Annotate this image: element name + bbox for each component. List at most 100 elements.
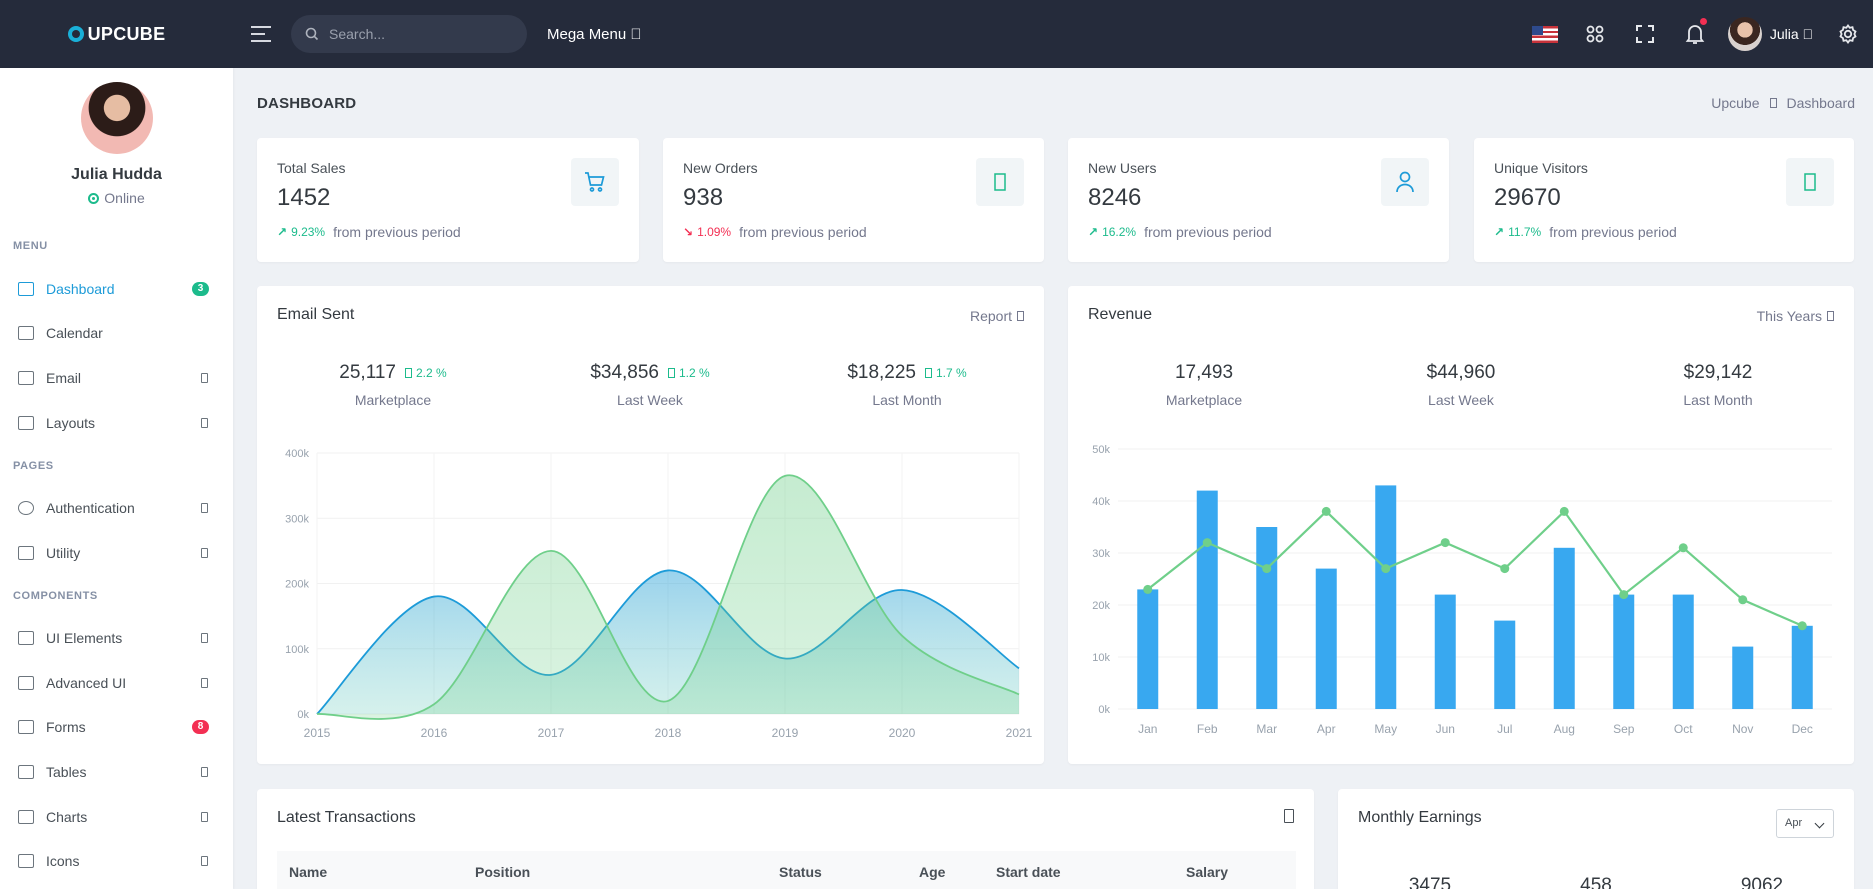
column-name[interactable]: Name <box>289 864 328 880</box>
sidebar-item-advanced-ui[interactable]: Advanced UI <box>0 663 233 703</box>
sidebar-item-label: Advanced UI <box>46 675 127 691</box>
apps-grid-icon <box>1586 25 1604 43</box>
y-tick-label: 30k <box>1092 548 1110 560</box>
column-position[interactable]: Position <box>475 864 531 880</box>
sidebar-item-icons[interactable]: Icons <box>0 841 233 881</box>
sidebar-item-label: Utility <box>46 545 81 561</box>
calendar-icon <box>18 326 34 340</box>
summary-value: $18,225 <box>847 362 916 383</box>
x-tick-label: Jun <box>1436 722 1455 736</box>
y-tick-label: 100k <box>285 644 309 656</box>
arrow-down-right-icon: ↘ <box>683 225 694 239</box>
brand-name: UPCUBE <box>87 23 166 44</box>
settings-button[interactable] <box>1823 0 1873 68</box>
column-status[interactable]: Status <box>779 864 822 880</box>
more-options-icon[interactable] <box>1284 809 1294 823</box>
x-tick-label: 2015 <box>304 726 331 740</box>
forms-badge: 8 <box>192 720 209 734</box>
sidebar-item-charts[interactable]: Charts <box>0 797 233 837</box>
profile-name[interactable]: Julia Hudda <box>71 166 162 183</box>
stat-card-total-sales: Total Sales 1452 ↗ 9.23% from previous pe… <box>257 138 639 262</box>
bar <box>1315 568 1337 709</box>
summary-percent: 2.2 % <box>405 366 447 380</box>
language-button[interactable] <box>1520 0 1570 68</box>
column-salary[interactable]: Salary <box>1186 864 1229 880</box>
profile-avatar[interactable] <box>80 82 153 154</box>
monthly-earnings-card: Monthly Earnings Apr 3475 458 9062 <box>1338 789 1854 889</box>
sidebar-item-utility[interactable]: Utility <box>0 533 233 573</box>
column-age[interactable]: Age <box>919 864 946 880</box>
notifications-button[interactable] <box>1670 0 1720 68</box>
table-header: Name Position Status Age Start date Sala… <box>277 851 1296 889</box>
arrow-up-right-icon: ↗ <box>277 225 288 239</box>
line-point <box>1262 564 1272 574</box>
sidebar-item-label: Forms <box>46 719 86 735</box>
sidebar-item-calendar[interactable]: Calendar <box>0 313 233 353</box>
card-title: Email Sent <box>277 306 355 323</box>
apps-button[interactable] <box>1570 0 1620 68</box>
chevron-icon <box>201 633 208 643</box>
stat-value: 29670 <box>1494 184 1561 211</box>
sidebar-item-forms[interactable]: Forms 8 <box>0 707 233 747</box>
search-box[interactable] <box>291 15 527 53</box>
series-line <box>1147 509 1803 627</box>
bar <box>1613 594 1635 709</box>
stat-card-new-users: New Users 8246 ↗ 16.2% from previous peri… <box>1068 138 1449 262</box>
sidebar-item-label: Layouts <box>46 415 96 431</box>
report-dropdown[interactable]: Report <box>970 308 1024 324</box>
sidebar-item-ui-elements[interactable]: UI Elements <box>0 618 233 658</box>
revenue-summary-last-week: $44,960 Last Week <box>1361 362 1561 408</box>
x-tick-label: 2021 <box>1006 726 1033 740</box>
stat-card-new-orders: New Orders 938 ↘ 1.09% from previous peri… <box>663 138 1044 262</box>
series-line <box>316 474 1020 720</box>
brand-logo[interactable]: UPCUBE <box>0 0 233 68</box>
sidebar-item-tables[interactable]: Tables <box>0 752 233 792</box>
x-tick-label: Aug <box>1554 722 1575 736</box>
settings-icon <box>1839 23 1857 45</box>
period-dropdown[interactable]: This Years <box>1757 308 1834 324</box>
sidebar-item-label: Dashboard <box>46 281 115 297</box>
series-line <box>316 569 1020 715</box>
sidebar-item-authentication[interactable]: Authentication <box>0 488 233 528</box>
fullscreen-button[interactable] <box>1620 0 1670 68</box>
breadcrumb-link-upcube[interactable]: Upcube <box>1711 95 1760 111</box>
brush-icon <box>18 854 34 868</box>
y-tick-label: 0k <box>297 709 309 721</box>
x-tick-label: 2019 <box>772 726 799 740</box>
online-status-icon <box>88 192 100 204</box>
menu-toggle-button[interactable] <box>251 26 271 42</box>
sidebar-item-email[interactable]: Email <box>0 358 233 398</box>
chevron-down-icon <box>1827 311 1834 321</box>
line-point <box>1678 543 1688 553</box>
fullscreen-icon <box>1635 25 1654 43</box>
account-circle-icon <box>18 501 34 515</box>
dollar-icon <box>1804 173 1816 191</box>
card-title: Latest Transactions <box>277 809 416 826</box>
chevron-icon <box>201 548 208 558</box>
column-start-date[interactable]: Start date <box>996 864 1061 880</box>
user-menu-button[interactable]: Julia  <box>1727 17 1813 51</box>
mega-menu-button[interactable]: Mega Menu  <box>547 25 642 43</box>
sidebar-item-label: Calendar <box>46 325 103 341</box>
bell-icon <box>1685 25 1705 44</box>
search-input[interactable] <box>329 26 509 42</box>
bar <box>1137 589 1159 709</box>
x-tick-label: 2020 <box>889 726 916 740</box>
stat-subtext: ↗ 11.7% from previous period <box>1494 224 1677 240</box>
dashboard-icon <box>18 282 34 296</box>
cart-icon <box>585 172 605 192</box>
summary-percent: 1.2 % <box>668 366 710 380</box>
card-title: Revenue <box>1088 306 1153 323</box>
summary-value: $44,960 <box>1426 362 1496 383</box>
stat-icon-box <box>571 158 619 206</box>
line-point <box>1559 506 1569 516</box>
stat-icon-box <box>976 158 1024 206</box>
stat-label: New Orders <box>683 160 758 176</box>
x-tick-label: Jul <box>1497 722 1512 736</box>
user-icon <box>1396 171 1414 193</box>
sidebar-item-layouts[interactable]: Layouts <box>0 403 233 443</box>
month-select[interactable]: Apr <box>1776 809 1834 838</box>
x-tick-label: Apr <box>1317 722 1336 736</box>
sidebar-item-dashboard[interactable]: Dashboard 3 <box>0 269 233 309</box>
stat-label: Total Sales <box>277 160 346 176</box>
